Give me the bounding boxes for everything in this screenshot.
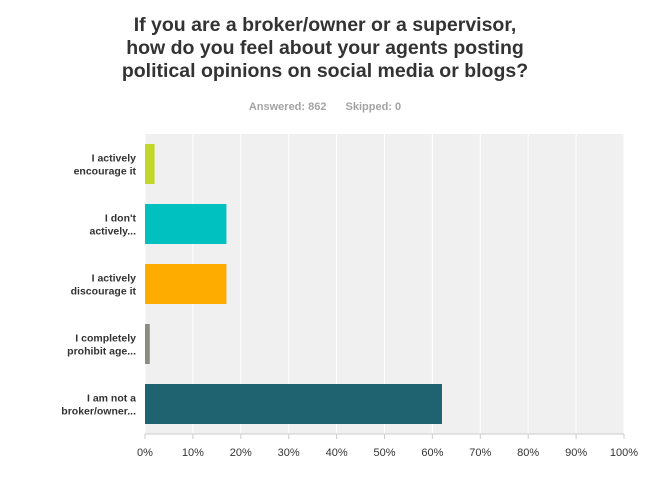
x-tick-label: 80%: [517, 447, 539, 459]
category-label: I completely: [75, 333, 136, 345]
x-tick-label: 20%: [230, 447, 252, 459]
bar: [145, 264, 227, 304]
bar: [145, 204, 227, 244]
category-label: prohibit age...: [67, 346, 136, 358]
category-label: actively...: [89, 226, 136, 238]
x-tick-label: 70%: [469, 447, 491, 459]
bar: [145, 384, 442, 424]
x-tick-label: 100%: [610, 447, 638, 459]
category-label: I don't: [105, 213, 137, 225]
category-label: I actively: [92, 273, 137, 285]
x-tick-label: 0%: [137, 447, 153, 459]
bar: [145, 324, 150, 364]
x-tick-label: 50%: [373, 447, 395, 459]
title-line: how do you feel about your agents postin…: [126, 37, 524, 59]
title-line: If you are a broker/owner or a superviso…: [133, 14, 517, 36]
category-label: I actively: [92, 153, 137, 165]
chart-title: If you are a broker/owner or a superviso…: [0, 14, 650, 83]
x-tick-label: 30%: [278, 447, 300, 459]
category-label: discourage it: [71, 286, 137, 298]
x-tick-label: 60%: [421, 447, 443, 459]
response-summary: Answered: 862 Skipped: 0: [0, 101, 650, 113]
skipped-count: Skipped: 0: [345, 101, 402, 113]
x-tick-label: 40%: [326, 447, 348, 459]
answered-count: Answered: 862: [248, 101, 327, 113]
bar: [145, 144, 155, 184]
x-tick-label: 90%: [565, 447, 587, 459]
title-line: political opinions on social media or bl…: [121, 60, 529, 82]
category-label: broker/owner...: [61, 406, 136, 418]
category-label: I am not a: [87, 393, 136, 405]
x-tick-label: 10%: [182, 447, 204, 459]
category-label: encourage it: [74, 166, 137, 178]
